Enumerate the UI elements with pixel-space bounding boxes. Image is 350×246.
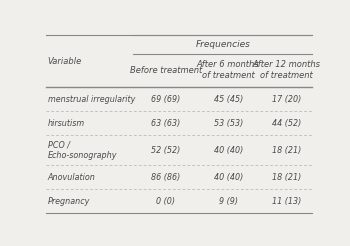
Text: Variable: Variable bbox=[48, 57, 82, 66]
Text: After 12 months
of treatment: After 12 months of treatment bbox=[252, 60, 321, 80]
Text: 45 (45): 45 (45) bbox=[214, 95, 243, 104]
Text: 86 (86): 86 (86) bbox=[151, 173, 181, 182]
Text: 11 (13): 11 (13) bbox=[272, 197, 301, 206]
Text: Before treatment: Before treatment bbox=[130, 66, 202, 75]
Text: 17 (20): 17 (20) bbox=[272, 95, 301, 104]
Text: 18 (21): 18 (21) bbox=[272, 173, 301, 182]
Text: 9 (9): 9 (9) bbox=[219, 197, 238, 206]
Text: 40 (40): 40 (40) bbox=[214, 173, 243, 182]
Text: 18 (21): 18 (21) bbox=[272, 146, 301, 155]
Text: menstrual irregularity: menstrual irregularity bbox=[48, 95, 135, 104]
Text: PCO /
Echo-sonography: PCO / Echo-sonography bbox=[48, 140, 117, 160]
Text: 53 (53): 53 (53) bbox=[214, 119, 243, 128]
Text: 0 (0): 0 (0) bbox=[156, 197, 175, 206]
Text: 69 (69): 69 (69) bbox=[151, 95, 181, 104]
Text: Frequencies: Frequencies bbox=[195, 40, 250, 49]
Text: 44 (52): 44 (52) bbox=[272, 119, 301, 128]
Text: 63 (63): 63 (63) bbox=[151, 119, 181, 128]
Text: hirsutism: hirsutism bbox=[48, 119, 85, 128]
Text: 52 (52): 52 (52) bbox=[151, 146, 181, 155]
Text: 40 (40): 40 (40) bbox=[214, 146, 243, 155]
Text: Anovulation: Anovulation bbox=[48, 173, 96, 182]
Text: Pregnancy: Pregnancy bbox=[48, 197, 90, 206]
Text: After 6 months
of treatment: After 6 months of treatment bbox=[197, 60, 259, 80]
